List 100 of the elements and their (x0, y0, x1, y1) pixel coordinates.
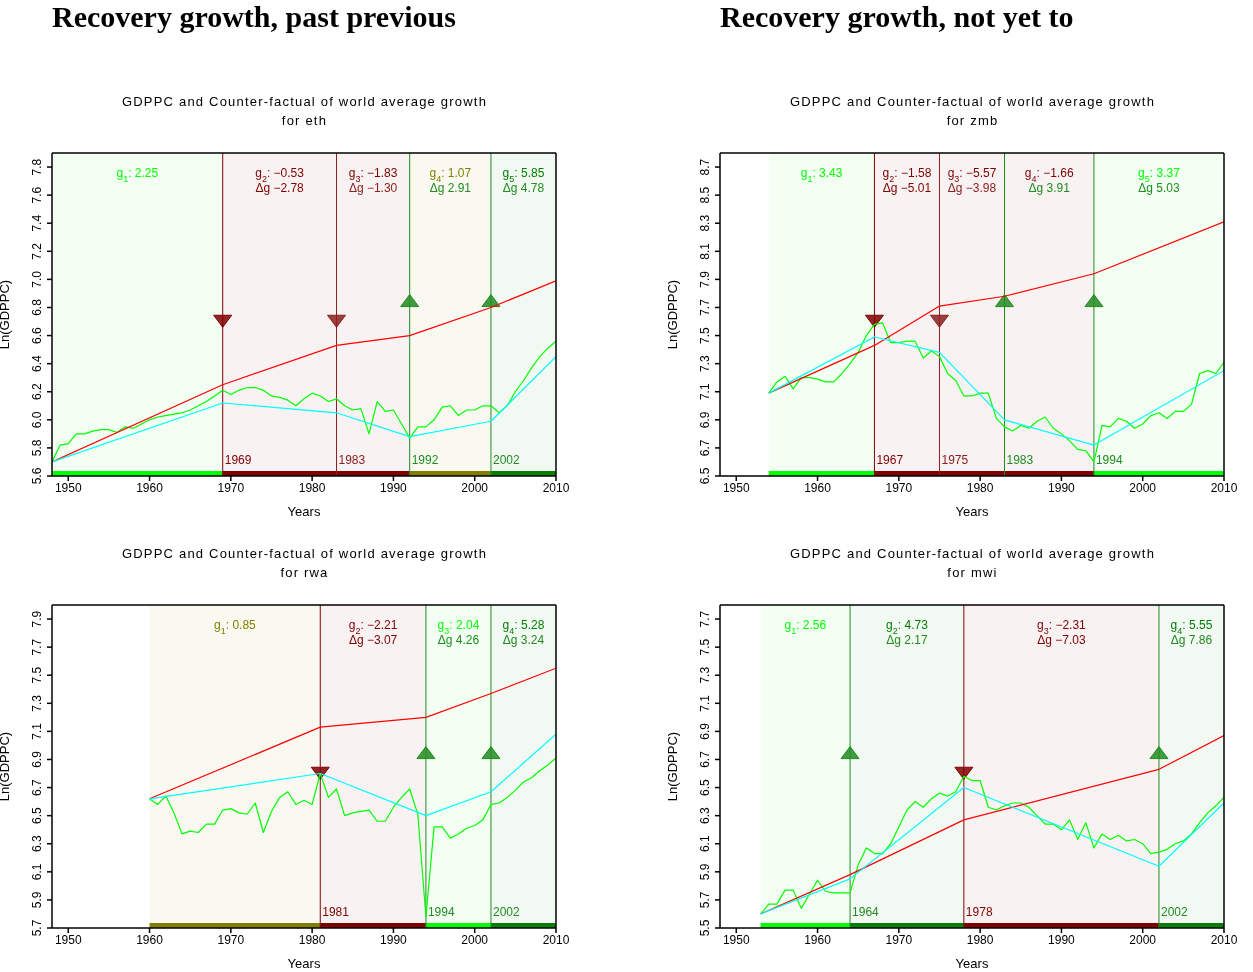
x-tick-label: 1990 (1048, 932, 1076, 947)
ref-line-label: 2002 (492, 905, 520, 919)
x-tick-label: 1990 (380, 480, 408, 495)
y-tick-label: 7.2 (30, 242, 44, 260)
ref-line-label: 1981 (322, 905, 350, 919)
ref-line-label: 1975 (941, 453, 969, 467)
y-tick-label: 5.7 (30, 919, 44, 937)
y-axis-title: Ln(GDPPC) (0, 279, 12, 350)
y-tick-label: 7.7 (30, 638, 44, 656)
ref-line-label: 1964 (852, 905, 880, 919)
ref-line-label: 1983 (338, 453, 366, 467)
y-tick-label: 6.2 (30, 383, 44, 401)
x-tick-label: 1980 (966, 932, 994, 947)
y-tick-label: 5.5 (698, 919, 712, 937)
x-axis-title: Years (287, 504, 321, 519)
annotation: g$_{3}$: −1.83 Δg −1.30 (348, 166, 398, 195)
y-tick-label: 7.7 (698, 298, 712, 316)
annotation: g$_{4}$: 5.55 Δg 7.86 (1170, 618, 1213, 647)
y-tick-label: 7.5 (698, 638, 712, 656)
y-tick-label: 7.0 (30, 270, 44, 288)
annotation: g$_{1}$: 2.56 (784, 618, 827, 636)
x-tick-label: 2010 (542, 480, 570, 495)
x-tick-label: 1950 (54, 480, 82, 495)
y-tick-label: 6.9 (698, 722, 712, 740)
y-axis-title: Ln(GDPPC) (664, 279, 680, 350)
y-axis-title: Ln(GDPPC) (0, 731, 12, 802)
y-tick-label: 6.3 (698, 806, 712, 824)
y-tick-label: 8.3 (698, 214, 712, 232)
x-tick-label: 1970 (885, 932, 913, 947)
x-tick-label: 1980 (966, 480, 994, 495)
chart-subtitle: GDPPC and Counter-factual of world average growth for eth (120, 93, 489, 130)
y-tick-label: 7.5 (30, 666, 44, 684)
y-tick-label: 8.1 (698, 242, 712, 260)
x-axis-title: Years (287, 956, 321, 971)
annotation: g$_{5}$: 3.37 Δg 5.03 (1138, 166, 1181, 195)
annotation: g$_{4}$: 5.28 Δg 3.24 (502, 618, 545, 647)
y-tick-label: 7.1 (30, 722, 44, 740)
annotation: g$_{4}$: −1.66 Δg 3.91 (1024, 166, 1074, 195)
annotation: g$_{5}$: 5.85 Δg 4.78 (502, 166, 545, 195)
y-tick-label: 7.3 (30, 694, 44, 712)
x-tick-label: 1950 (54, 932, 82, 947)
line-series (768, 221, 1224, 394)
ref-line-label: 1994 (427, 905, 455, 919)
line-series (148, 757, 556, 918)
y-tick-label: 7.4 (30, 214, 44, 232)
line-series (768, 336, 1224, 446)
ref-line-label: 1969 (224, 453, 252, 467)
y-tick-label: 5.8 (30, 439, 44, 457)
y-tick-label: 6.7 (698, 750, 712, 768)
x-tick-label: 1990 (1048, 480, 1076, 495)
x-tick-label: 1980 (298, 932, 326, 947)
annotation: g$_{2}$: 4.73 Δg 2.17 (886, 618, 929, 647)
y-tick-label: 7.8 (30, 158, 44, 176)
y-tick-label: 6.5 (698, 778, 712, 796)
x-tick-label: 2000 (461, 932, 489, 947)
y-tick-label: 7.5 (698, 326, 712, 344)
x-axis-title: Years (955, 504, 989, 519)
y-tick-label: 7.1 (698, 694, 712, 712)
y-tick-label: 7.7 (698, 610, 712, 628)
y-tick-label: 7.9 (698, 270, 712, 288)
y-tick-label: 6.5 (30, 806, 44, 824)
x-tick-label: 1960 (136, 932, 164, 947)
x-tick-label: 2000 (461, 480, 489, 495)
annotation: g$_{2}$: −0.53 Δg −2.78 (255, 166, 305, 195)
y-tick-label: 5.6 (30, 467, 44, 485)
annotation: g$_{1}$: 2.25 (116, 166, 159, 184)
y-tick-label: 5.9 (30, 891, 44, 909)
y-tick-label: 6.1 (30, 863, 44, 881)
ref-line-label: 1967 (876, 453, 904, 467)
x-tick-label: 1970 (217, 932, 245, 947)
y-tick-label: 6.9 (30, 750, 44, 768)
chart-title: Recovery growth, not yet to (720, 0, 1074, 34)
x-tick-label: 1970 (217, 480, 245, 495)
ref-line-label: 2002 (1160, 905, 1188, 919)
y-tick-label: 7.1 (698, 383, 712, 401)
ref-line-label: 2002 (492, 453, 520, 467)
y-tick-label: 8.7 (698, 158, 712, 176)
annotation: g$_{3}$: −5.57 Δg −3.98 (947, 166, 997, 195)
annotation: g$_{2}$: −1.58 Δg −5.01 (882, 166, 932, 195)
y-tick-label: 6.3 (30, 835, 44, 853)
annotation: g$_{3}$: −2.31 Δg −7.03 (1037, 618, 1087, 647)
y-tick-label: 7.9 (30, 610, 44, 628)
line-series (148, 667, 556, 800)
x-tick-label: 2000 (1129, 480, 1157, 495)
annotation: g$_{1}$: 3.43 (800, 166, 843, 184)
y-tick-label: 6.9 (698, 411, 712, 429)
x-tick-label: 2000 (1129, 932, 1157, 947)
ref-line-label: 1983 (1006, 453, 1034, 467)
x-tick-label: 1950 (722, 480, 750, 495)
x-tick-label: 1960 (804, 932, 832, 947)
x-tick-label: 1950 (722, 932, 750, 947)
ref-line-label: 1992 (411, 453, 439, 467)
y-tick-label: 7.3 (698, 354, 712, 372)
annotation: g$_{2}$: −2.21 Δg −3.07 (348, 618, 398, 647)
x-tick-label: 2010 (542, 932, 570, 947)
x-axis-title: Years (955, 956, 989, 971)
y-tick-label: 8.5 (698, 186, 712, 204)
chart-title: Recovery growth, past previous (52, 0, 456, 34)
x-tick-label: 1960 (804, 480, 832, 495)
annotation: g$_{1}$: 0.85 (214, 618, 257, 636)
